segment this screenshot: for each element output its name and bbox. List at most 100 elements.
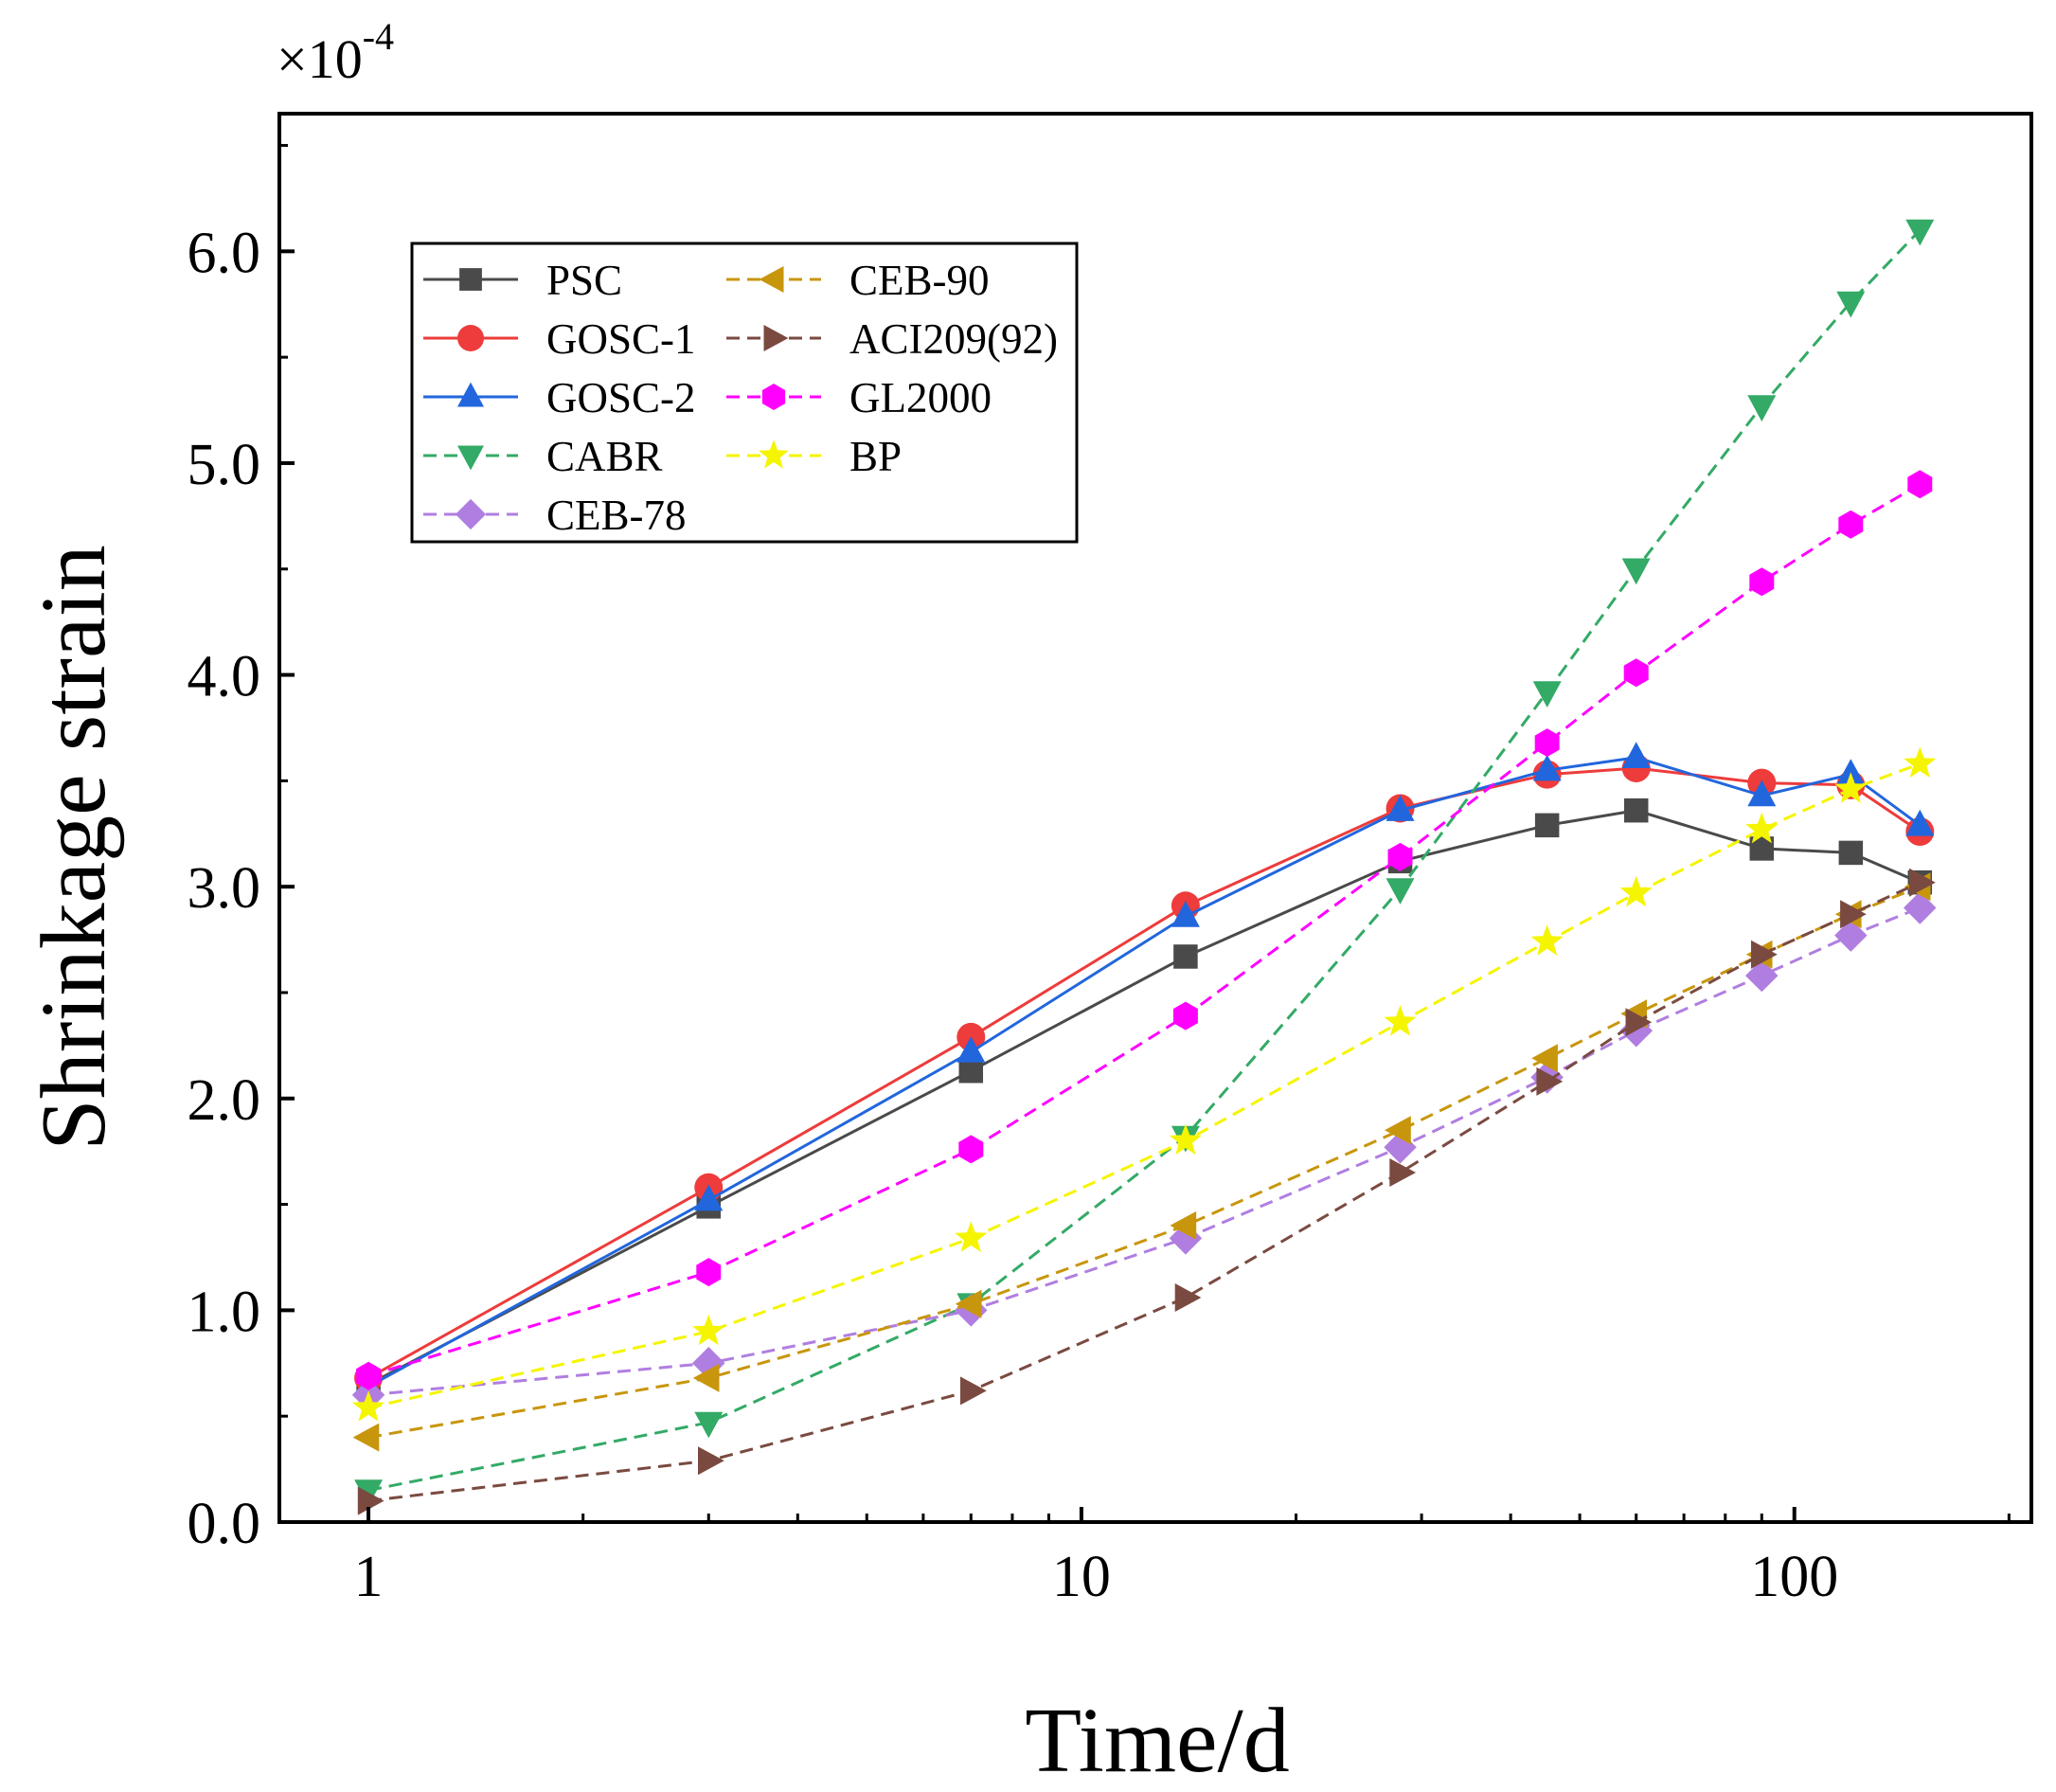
data-point xyxy=(1536,1066,1564,1096)
series-line xyxy=(367,228,1922,1492)
series-aci209-92- xyxy=(357,868,1936,1515)
legend-item-aci209-92-: ACI209(92) xyxy=(726,315,1058,363)
legend-item-ceb-90: CEB-90 xyxy=(726,257,990,304)
data-point xyxy=(1174,1283,1202,1312)
legend-label: GOSC-1 xyxy=(546,315,696,363)
data-point xyxy=(1386,795,1415,821)
x-tick-label: 100 xyxy=(1750,1545,1838,1609)
y-axis-title: Shrinkage strain xyxy=(23,545,125,1151)
x-axis-title: Time/d xyxy=(1025,1690,1290,1792)
data-point xyxy=(1836,291,1866,318)
data-point xyxy=(763,325,789,351)
data-point xyxy=(1838,510,1864,539)
data-point xyxy=(1621,558,1651,585)
data-point xyxy=(1904,746,1937,778)
data-point xyxy=(696,1258,722,1287)
data-point xyxy=(357,1486,384,1515)
series-line xyxy=(367,809,1921,1387)
y-tick-label: 2.0 xyxy=(188,1068,261,1133)
legend: PSC GOSC-1 GOSC-2 CABR CEB-78 CEB-90 ACI209(92… xyxy=(410,242,1079,544)
series-line xyxy=(367,483,1922,1378)
data-point xyxy=(1385,1116,1411,1145)
data-point xyxy=(958,1135,984,1164)
legend-item-gosc-2: GOSC-2 xyxy=(423,374,696,421)
data-point xyxy=(351,1390,385,1422)
x-tick-label: 10 xyxy=(1052,1545,1111,1609)
legend-label: BP xyxy=(849,433,902,480)
series-line xyxy=(367,881,1921,1503)
data-point xyxy=(1387,842,1413,871)
y-tick-label: 0.0 xyxy=(188,1492,261,1556)
data-point xyxy=(1838,840,1864,866)
data-point xyxy=(698,1446,724,1476)
series-line xyxy=(367,762,1921,1409)
data-point xyxy=(1172,1001,1198,1030)
data-point xyxy=(1625,1008,1653,1037)
data-point xyxy=(955,1289,982,1318)
y-axis-multiplier-exponent: -4 xyxy=(363,15,394,58)
series-cabr xyxy=(354,219,1935,1506)
legend-item-cabr: CABR xyxy=(423,433,663,480)
data-point xyxy=(1904,891,1937,924)
series-line xyxy=(367,906,1921,1397)
data-point xyxy=(1621,742,1651,768)
y-tick-label: 3.0 xyxy=(188,856,261,921)
data-point xyxy=(1619,875,1653,907)
data-point xyxy=(960,1376,987,1406)
data-point xyxy=(692,1314,725,1346)
data-point xyxy=(958,1058,984,1084)
data-point xyxy=(1623,797,1649,823)
data-point xyxy=(956,1036,986,1063)
data-point xyxy=(694,1411,724,1439)
data-point xyxy=(694,1184,724,1211)
data-point xyxy=(1836,759,1866,785)
y-tick-label: 6.0 xyxy=(188,221,261,285)
data-point xyxy=(1747,780,1777,807)
data-point xyxy=(1745,812,1779,844)
data-point xyxy=(457,445,484,471)
data-point xyxy=(1386,878,1415,905)
data-point xyxy=(692,1363,720,1392)
y-tick-label: 1.0 xyxy=(188,1280,261,1344)
legend-item-gl2000: GL2000 xyxy=(726,374,992,421)
data-point xyxy=(1531,1044,1558,1073)
data-point xyxy=(1751,940,1778,969)
legend-label: ACI209(92) xyxy=(849,315,1058,363)
legend-item-gosc-1: GOSC-1 xyxy=(423,315,696,363)
data-point xyxy=(759,266,784,293)
plot-frame xyxy=(277,112,2033,1524)
y-axis-multiplier-base: ×10 xyxy=(277,28,363,90)
data-point xyxy=(1171,901,1200,927)
legend-item-bp: BP xyxy=(726,433,902,480)
data-point xyxy=(1909,868,1936,897)
data-point xyxy=(1169,1222,1203,1255)
data-point xyxy=(1623,658,1649,688)
data-point xyxy=(1532,681,1562,708)
data-point xyxy=(1747,395,1777,422)
legend-item-ceb-78: CEB-78 xyxy=(423,492,687,539)
legend-label: PSC xyxy=(546,257,622,304)
data-point xyxy=(455,498,487,530)
x-tick-label: 1 xyxy=(354,1545,384,1609)
series-layer xyxy=(351,219,1937,1515)
data-point xyxy=(352,1423,380,1452)
legend-box xyxy=(410,242,1079,544)
data-point xyxy=(1834,772,1868,803)
data-point xyxy=(1170,1210,1197,1240)
data-point xyxy=(1532,754,1562,781)
data-point xyxy=(459,268,482,291)
data-point xyxy=(1907,470,1933,499)
data-point xyxy=(457,382,484,407)
data-point xyxy=(761,384,786,410)
data-point xyxy=(1530,924,1564,956)
data-point xyxy=(1834,919,1868,952)
legend-label: CABR xyxy=(546,433,663,480)
data-point xyxy=(457,325,484,351)
data-point xyxy=(1745,959,1779,993)
data-point xyxy=(1534,813,1560,838)
data-point xyxy=(1534,728,1560,758)
data-point xyxy=(759,439,789,469)
legend-label: GL2000 xyxy=(849,374,992,421)
data-point xyxy=(1749,567,1775,597)
